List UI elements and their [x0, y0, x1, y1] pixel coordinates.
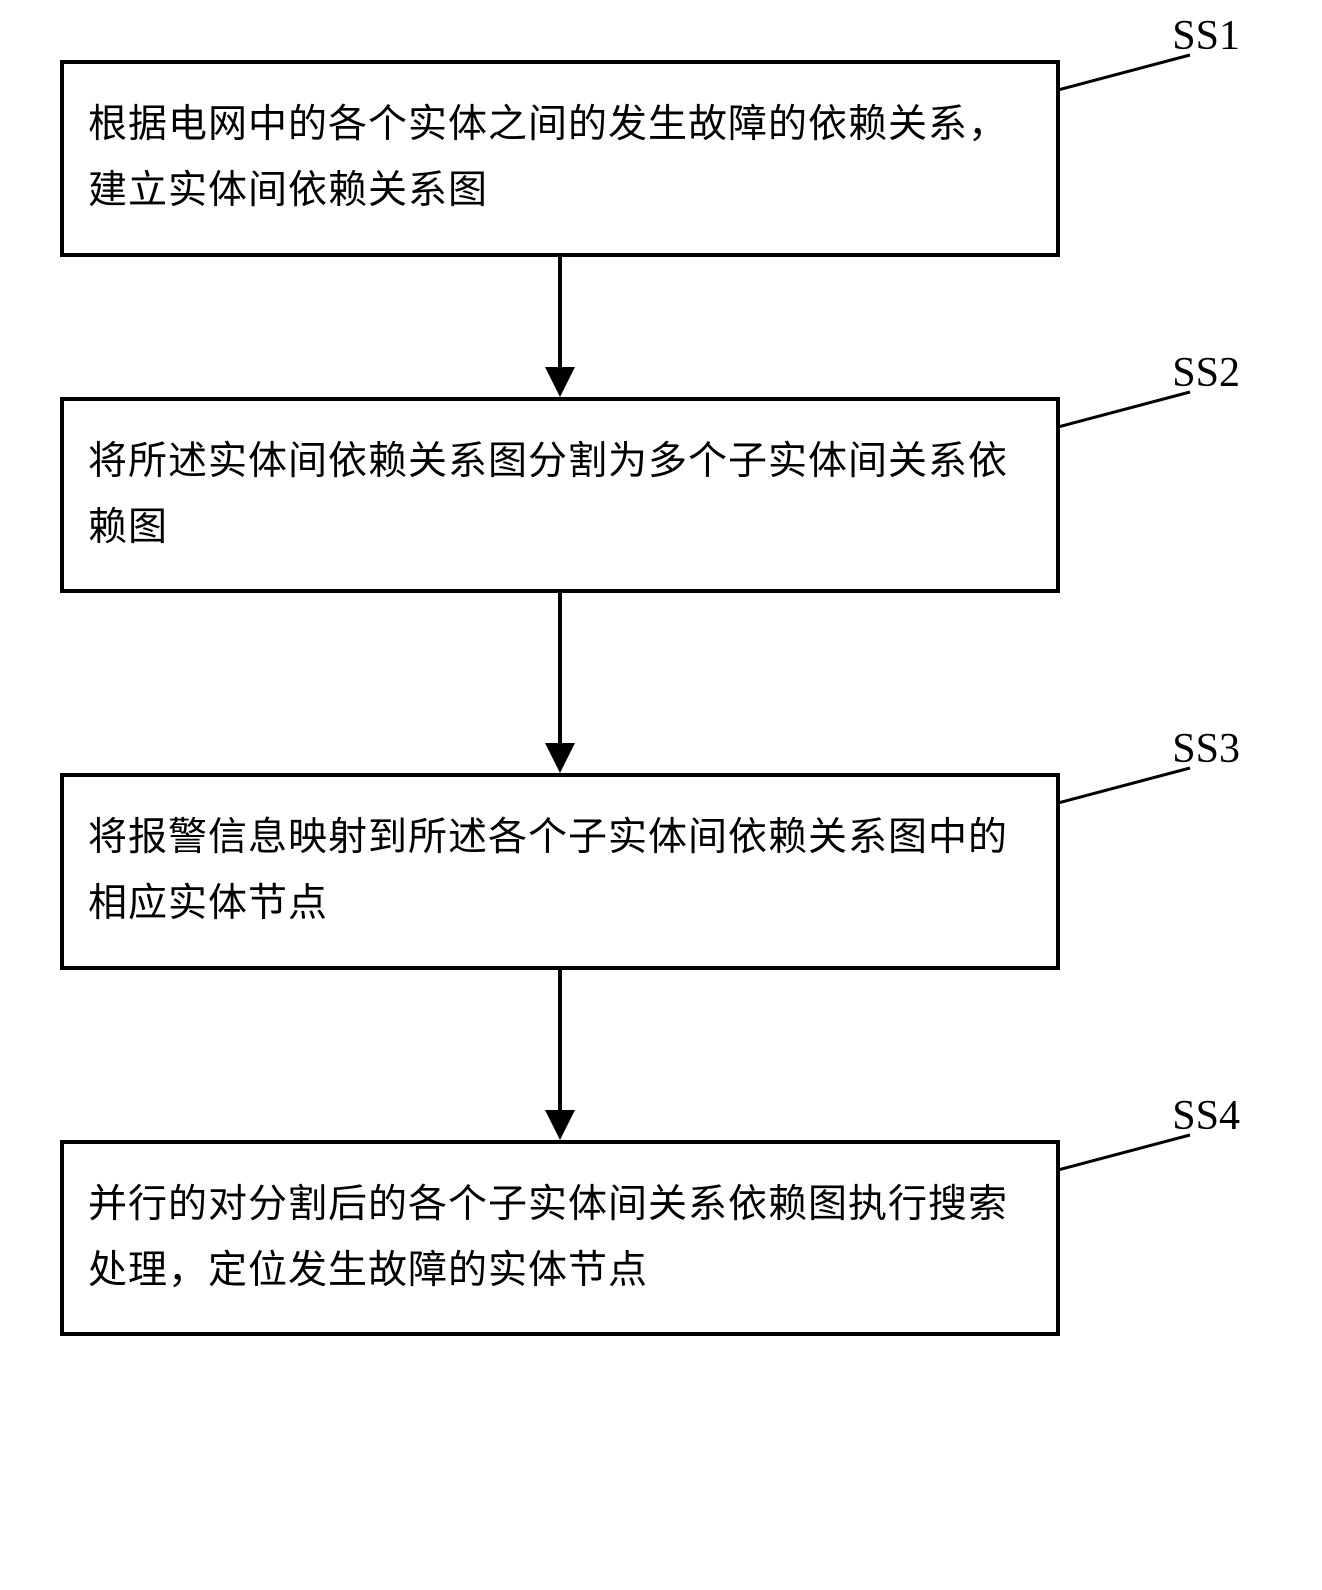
flowchart-container: SS1 根据电网中的各个实体之间的发生故障的依赖关系，建立实体间依赖关系图 SS… [60, 60, 1260, 1336]
step-ss2-box: 将所述实体间依赖关系图分割为多个子实体间关系依赖图 [60, 397, 1060, 594]
step-ss3-text: 将报警信息映射到所述各个子实体间依赖关系图中的相应实体节点 [88, 805, 1032, 938]
step-ss4-box: 并行的对分割后的各个子实体间关系依赖图执行搜索处理，定位发生故障的实体节点 [60, 1140, 1060, 1337]
step-ss4-wrap: SS4 并行的对分割后的各个子实体间关系依赖图执行搜索处理，定位发生故障的实体节… [60, 1140, 1260, 1337]
step-ss3-wrap: SS3 将报警信息映射到所述各个子实体间依赖关系图中的相应实体节点 [60, 773, 1260, 970]
step-ss2-text: 将所述实体间依赖关系图分割为多个子实体间关系依赖图 [88, 429, 1032, 562]
arrow-svg-3 [60, 970, 1060, 1140]
step-ss1-wrap: SS1 根据电网中的各个实体之间的发生故障的依赖关系，建立实体间依赖关系图 [60, 60, 1260, 257]
arrow-ss3-ss4 [60, 970, 1060, 1140]
step-ss1-text: 根据电网中的各个实体之间的发生故障的依赖关系，建立实体间依赖关系图 [88, 92, 1032, 225]
step-ss3-box: 将报警信息映射到所述各个子实体间依赖关系图中的相应实体节点 [60, 773, 1060, 970]
step-ss4-text: 并行的对分割后的各个子实体间关系依赖图执行搜索处理，定位发生故障的实体节点 [88, 1172, 1032, 1305]
arrow-ss1-ss2 [60, 257, 1060, 397]
arrow-svg-2 [60, 593, 1060, 773]
arrow-ss2-ss3 [60, 593, 1060, 773]
step-ss2-wrap: SS2 将所述实体间依赖关系图分割为多个子实体间关系依赖图 [60, 397, 1260, 594]
arrow-svg-1 [60, 257, 1060, 397]
step-ss1-box: 根据电网中的各个实体之间的发生故障的依赖关系，建立实体间依赖关系图 [60, 60, 1060, 257]
